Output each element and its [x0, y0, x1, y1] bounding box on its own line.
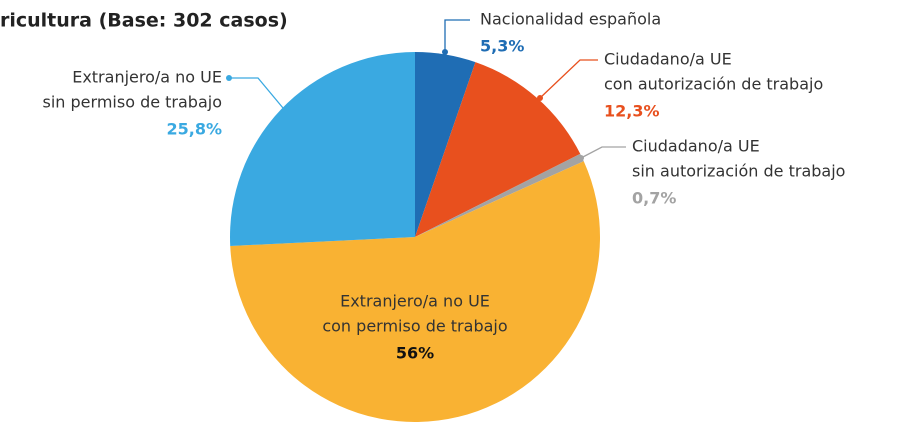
leader-dot	[442, 49, 448, 55]
chart-title: ricultura (Base: 302 casos)	[0, 10, 288, 32]
leader-line	[444, 19, 470, 52]
category-label: Extranjero/a no UE	[340, 292, 490, 311]
category-label: con autorización de trabajo	[604, 75, 823, 94]
category-label: Nacionalidad española	[480, 10, 661, 29]
value-label: 0,7%	[632, 189, 676, 208]
category-label: con permiso de trabajo	[322, 317, 507, 336]
value-label: 25,8%	[166, 120, 222, 139]
category-label: sin permiso de trabajo	[43, 93, 222, 112]
pie-slice	[415, 153, 584, 237]
value-label: 5,3%	[480, 37, 524, 56]
pie-slice	[415, 62, 581, 238]
value-label: 12,3%	[604, 102, 660, 121]
category-label: Ciudadano/a UE	[604, 50, 732, 69]
pie-slice	[230, 161, 600, 422]
leader-dot	[537, 95, 543, 101]
value-label: 56%	[396, 344, 434, 363]
category-label: Ciudadano/a UE	[632, 137, 760, 156]
leader-line	[229, 77, 284, 109]
leader-dot	[578, 155, 584, 161]
category-label: sin autorización de trabajo	[632, 162, 845, 181]
leader-dot	[226, 75, 232, 81]
pie-slice	[415, 52, 476, 237]
category-label: Extranjero/a no UE	[72, 68, 222, 87]
leader-line	[580, 146, 626, 159]
pie-slice	[230, 52, 415, 246]
leader-line	[539, 59, 598, 99]
